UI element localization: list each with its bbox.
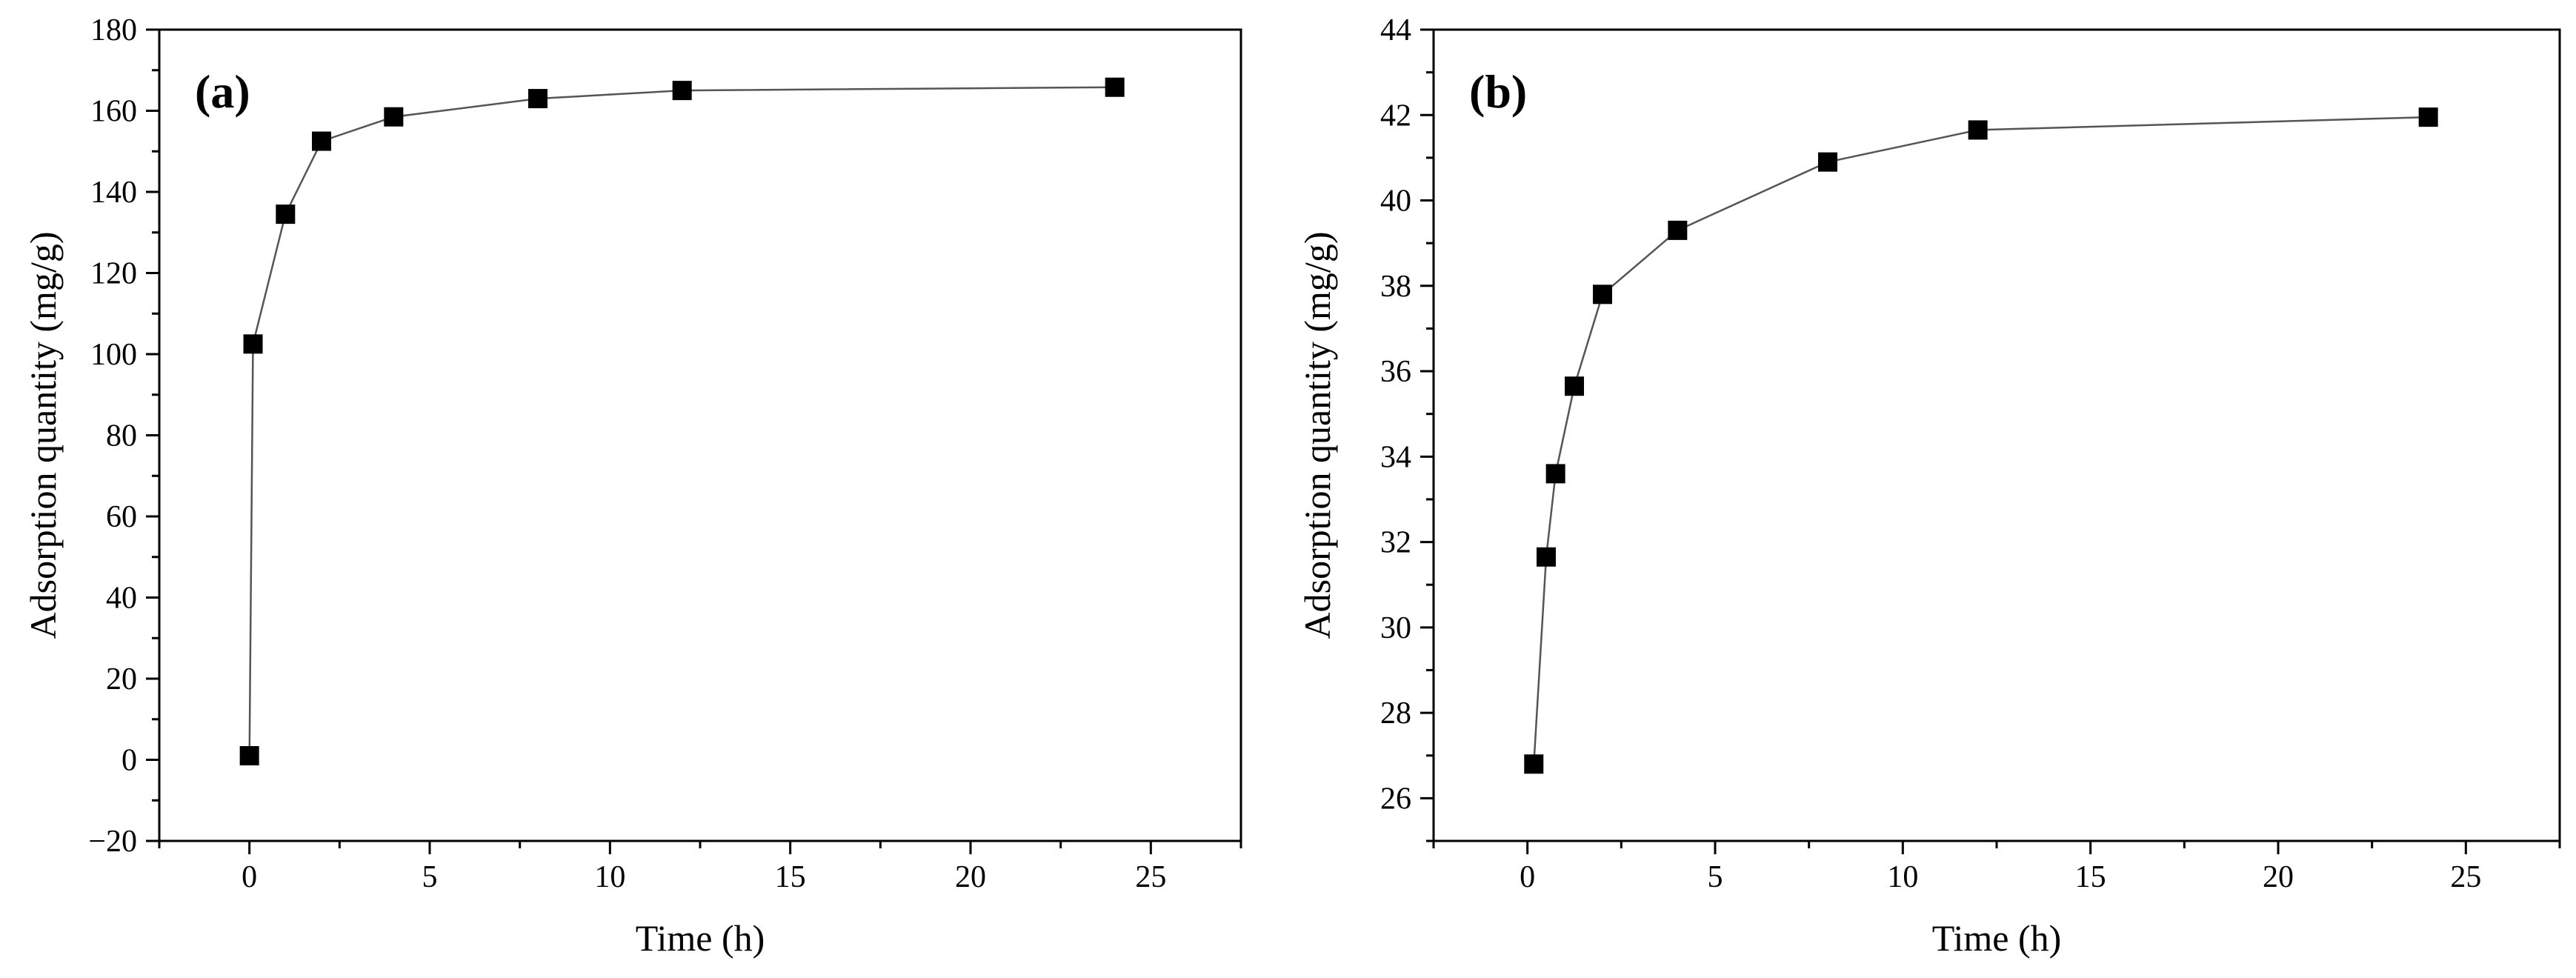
series-line [1533,116,2429,765]
data-point [1593,285,1612,305]
y-tick-label: 140 [90,176,137,210]
data-point [312,131,331,151]
y-tick-label: 60 [106,500,137,534]
x-tick-label: 5 [422,860,438,894]
x-tick-label: 5 [1708,860,1723,894]
y-tick-label: 0 [122,744,137,778]
data-point [1545,464,1565,484]
y-tick-label: 100 [90,338,137,372]
data-point [1537,547,1556,567]
data-point [1968,120,1988,140]
plot-frame [158,28,1242,842]
y-tick-label: −20 [88,825,137,859]
y-tick-label: 44 [1380,13,1411,47]
y-tick-label: 42 [1380,99,1411,133]
y-axis-title: Adsorption quantity (mg/g) [22,232,64,639]
x-tick-label: 0 [242,860,257,894]
data-point [243,334,263,354]
data-point [1105,77,1125,97]
data-point [276,204,296,224]
chart-panel-2: 0 5 10 15 20 25 26 28 30 32 34 36 38 40 42 44 Time (h) Ad… [1297,13,2561,959]
chart-panel-1: 0 5 10 15 20 25 −20 0 20 40 60 80 100 120 140 160 180 Tim… [22,13,1242,959]
data-point [672,81,692,101]
y-tick-label: 20 [106,662,137,696]
data-point [1524,754,1544,774]
x-tick-label: 10 [594,860,625,894]
x-tick-label: 0 [1520,860,1535,894]
data-point [384,107,404,127]
y-tick-label: 28 [1380,696,1411,731]
data-point [239,746,259,766]
y-tick-label: 38 [1380,270,1411,304]
y-tick-label: 180 [90,13,137,47]
y-tick-label: 34 [1380,440,1411,474]
x-tick-label: 25 [1135,860,1166,894]
data-point [528,89,548,109]
data-point [1565,376,1584,396]
y-tick-label: 36 [1380,355,1411,389]
data-point [1818,152,1837,172]
x-tick-label: 15 [2075,860,2106,894]
x-axis-title: Time (h) [1932,917,2062,959]
y-axis-title: Adsorption quantity (mg/g) [1297,232,1338,639]
y-tick-label: 26 [1380,782,1411,816]
data-point [2418,107,2438,127]
x-tick-label: 25 [2450,860,2481,894]
x-tick-label: 20 [955,860,986,894]
x-tick-label: 20 [2263,860,2294,894]
series-line [248,86,1115,756]
y-tick-label: 120 [90,257,137,291]
panel-label: (b) [1469,65,1527,118]
y-tick-label: 160 [90,95,137,129]
plot-frame [1432,28,2561,842]
x-axis-title: Time (h) [636,917,765,959]
y-tick-label: 40 [106,582,137,616]
y-tick-label: 40 [1380,184,1411,219]
x-tick-label: 15 [775,860,806,894]
y-tick-label: 32 [1380,526,1411,560]
panel-label: (a) [195,65,250,118]
y-tick-label: 30 [1380,611,1411,645]
x-tick-label: 10 [1887,860,1918,894]
data-point [1668,220,1688,240]
y-tick-label: 80 [106,419,137,453]
